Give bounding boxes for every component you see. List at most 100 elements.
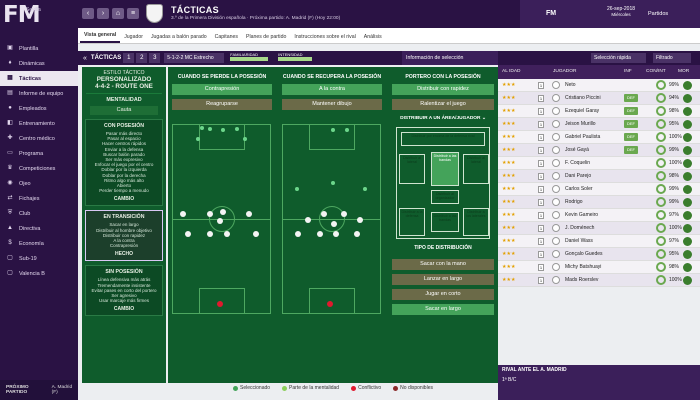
zone-defense[interactable]: Distribuir a las bandas — [431, 212, 459, 232]
tactic-slot-3[interactable]: 3 — [149, 53, 161, 63]
player-dot — [207, 231, 213, 237]
contrapresion-button[interactable]: Contrapresión — [172, 84, 272, 95]
arrow-dot — [208, 127, 212, 131]
tab-analisis[interactable]: Análisis — [363, 34, 382, 40]
mantener-dibujo-button[interactable]: Mantener dibujo — [282, 99, 382, 110]
quick-select[interactable]: Selección rápida — [591, 53, 646, 63]
tactic-slot-2[interactable]: 2 — [136, 53, 148, 63]
instruction-item: Evitar pases en corto del portero — [91, 287, 157, 293]
instruction-item: Abierto — [116, 183, 132, 189]
player-list-header: AL IDAD JUGADOR INF CON/INT MOR — [498, 65, 700, 79]
sidebar-item-sub19[interactable]: ▢ Sub-19 — [0, 251, 78, 266]
sidebar-item-competiciones[interactable]: ♛ Competiciones — [0, 161, 78, 176]
partidos-button[interactable]: Partidos — [648, 11, 669, 17]
zone-center[interactable]: Distribuir a las bandas — [431, 152, 459, 186]
player-row[interactable]: ★★★ 1 Mads Roerslev 100% — [498, 274, 700, 287]
player-row[interactable]: ★★★ 1 J. Doménech 100% — [498, 222, 700, 235]
sidebar-item-valencia-b[interactable]: ▢ Valencia B — [0, 266, 78, 281]
zone-left-back[interactable]: Distribuir al lateral — [399, 154, 425, 184]
player-row[interactable]: ★★★ 1 Kevin Gameiro 97% — [498, 209, 700, 222]
position-icon: 1 — [538, 277, 544, 284]
menu-icon[interactable]: ≡ — [127, 8, 139, 19]
collapse-icon[interactable]: « — [83, 54, 87, 62]
zone-behind-defense[interactable]: Distribuir por encima de la defensa riva… — [401, 132, 485, 146]
formation-select[interactable]: 5-1-2-2 MC Estrecho — [164, 53, 225, 63]
page-title: TÁCTICAS — [171, 5, 219, 15]
player-row[interactable]: ★★★ 1 Jeison Murillo DEF 95% — [498, 118, 700, 131]
player-row[interactable]: ★★★ 1 Ezequiel Garay DEF 98% — [498, 105, 700, 118]
sidebar-item-entrenamiento[interactable]: ◧ Entrenamiento — [0, 116, 78, 131]
intensidad-meter: INTENSIDAD — [278, 52, 320, 64]
home-icon[interactable]: ⌂ — [112, 8, 124, 19]
tactics-label: TÁCTICAS — [90, 55, 122, 61]
player-row[interactable]: ★★★ 1 Gabriel Paulista DEF 100% — [498, 131, 700, 144]
player-row[interactable]: ★★★ 1 F. Coquelin 100% — [498, 157, 700, 170]
instruction-item: Hacer centros rápidos — [101, 141, 147, 147]
out-possession-label: SIN POSESIÓN — [105, 269, 143, 276]
a-la-contra-button[interactable]: A la contra — [282, 84, 382, 95]
player-row[interactable]: ★★★ 1 Daniel Wass 97% — [498, 235, 700, 248]
player-row[interactable]: ★★★ 1 Rodrigo 99% — [498, 196, 700, 209]
arrow-dot — [363, 187, 367, 191]
condition-pct: 97% — [669, 238, 680, 244]
sidebar-item-empleados[interactable]: ● Empleados — [0, 101, 78, 116]
tactic-slot-1[interactable]: 1 — [123, 53, 135, 63]
sidebar: FM Sevilla ▣ Plantilla ♦ Dinámicas ▦ Táctic… — [0, 0, 78, 400]
player-row[interactable]: ★★★ 1 Dani Parejo 98% — [498, 170, 700, 183]
sidebar-item-dinamicas[interactable]: ♦ Dinámicas — [0, 56, 78, 71]
win-possession-title: CUANDO SE RECUPERA LA POSESIÓN — [282, 74, 382, 80]
zone-playmaker[interactable]: Distribuir al organizador — [431, 190, 459, 204]
player-name: Dani Parejo — [565, 173, 592, 179]
ralentizar-button[interactable]: Ralentizar el juego — [392, 99, 494, 110]
distribuir-rapidez-button[interactable]: Distribuir con rapidez — [392, 84, 494, 95]
arrow-dot — [235, 127, 239, 131]
player-row[interactable]: ★★★ 1 Michy Batshuayi 98% — [498, 261, 700, 274]
sidebar-item-programa[interactable]: ▭ Programa — [0, 146, 78, 161]
forward-icon[interactable]: › — [97, 8, 109, 19]
sidebar-item-club[interactable]: ⛨ Club — [0, 206, 78, 221]
tab-capitanes[interactable]: Capitanes — [214, 34, 238, 40]
player-row[interactable]: ★★★ 1 José Gayá DEF 99% — [498, 144, 700, 157]
tab-planes[interactable]: Planes de partido — [245, 34, 287, 40]
sidebar-item-plantilla[interactable]: ▣ Plantilla — [0, 41, 78, 56]
sidebar-item-informe[interactable]: ▤ Informe de equipo — [0, 86, 78, 101]
tab-instrucciones-rival[interactable]: Instrucciones sobre el rival — [294, 34, 356, 40]
sacar-mano-button[interactable]: Sacar con la mano — [392, 259, 494, 270]
position-icon: 1 — [538, 238, 544, 245]
back-icon[interactable]: ‹ — [82, 8, 94, 19]
player-row[interactable]: ★★★ 1 Carlos Soler 99% — [498, 183, 700, 196]
sidebar-item-directiva[interactable]: ▲ Directiva — [0, 221, 78, 236]
sidebar-item-centro-medico[interactable]: ✚ Centro médico — [0, 131, 78, 146]
player-row[interactable]: ★★★ 1 Cristiano Piccini DEF 94% — [498, 92, 700, 105]
lanzar-largo-button[interactable]: Lanzar en largo — [392, 274, 494, 285]
zone-right-back[interactable]: Distribuir al lateral — [463, 154, 489, 184]
info-selection-bar[interactable]: Información de selección — [402, 51, 498, 65]
player-row[interactable]: ★★★ 1 Neto 99% — [498, 79, 700, 92]
next-match[interactable]: PRÓXIMO PARTIDO A. Madrid (F) — [0, 380, 78, 400]
chevron-down-icon: ⌄ — [481, 116, 486, 121]
player-dot — [317, 231, 323, 237]
zone-left-wide[interactable]: Distribuir a la defensa — [399, 208, 425, 236]
sidebar-item-economia[interactable]: $ Economía — [0, 236, 78, 251]
tab-jugador[interactable]: Jugador — [124, 34, 143, 40]
mentality-select[interactable]: Cauta — [90, 106, 158, 115]
distribution-area-label[interactable]: DISTRIBUIR A UN ÁREA/JUGADOR ⌄ — [388, 116, 498, 121]
tab-vista-general[interactable]: Vista general — [80, 32, 121, 43]
sacar-largo-button[interactable]: Sacar en largo — [392, 304, 494, 315]
sidebar-item-fichajes[interactable]: ⇄ Fichajes — [0, 191, 78, 206]
in-transition-done-button[interactable]: HECHO — [114, 251, 134, 258]
sidebar-item-label: Competiciones — [19, 165, 56, 172]
position-icon: 1 — [538, 95, 544, 102]
player-row[interactable]: ★★★ 1 Gonçalo Guedes 95% — [498, 248, 700, 261]
jugar-corto-button[interactable]: Jugar en corto — [392, 289, 494, 300]
position-icon: 1 — [538, 264, 544, 271]
reagruparse-button[interactable]: Reagruparse — [172, 99, 272, 110]
zone-right-wide[interactable]: Distribuir a los laterales — [463, 208, 489, 236]
sidebar-item-tacticas[interactable]: ▦ Tácticas — [0, 71, 78, 86]
sidebar-item-ojeo[interactable]: ◉ Ojeo — [0, 176, 78, 191]
tab-balon-parado[interactable]: Jugadas a balón parado — [150, 34, 207, 40]
in-possession-change-button[interactable]: CAMBIO — [113, 196, 135, 203]
filter-select[interactable]: Filtrado — [653, 53, 691, 63]
out-possession-change-button[interactable]: CAMBIO — [113, 306, 135, 313]
staff-icon: ● — [8, 105, 12, 111]
